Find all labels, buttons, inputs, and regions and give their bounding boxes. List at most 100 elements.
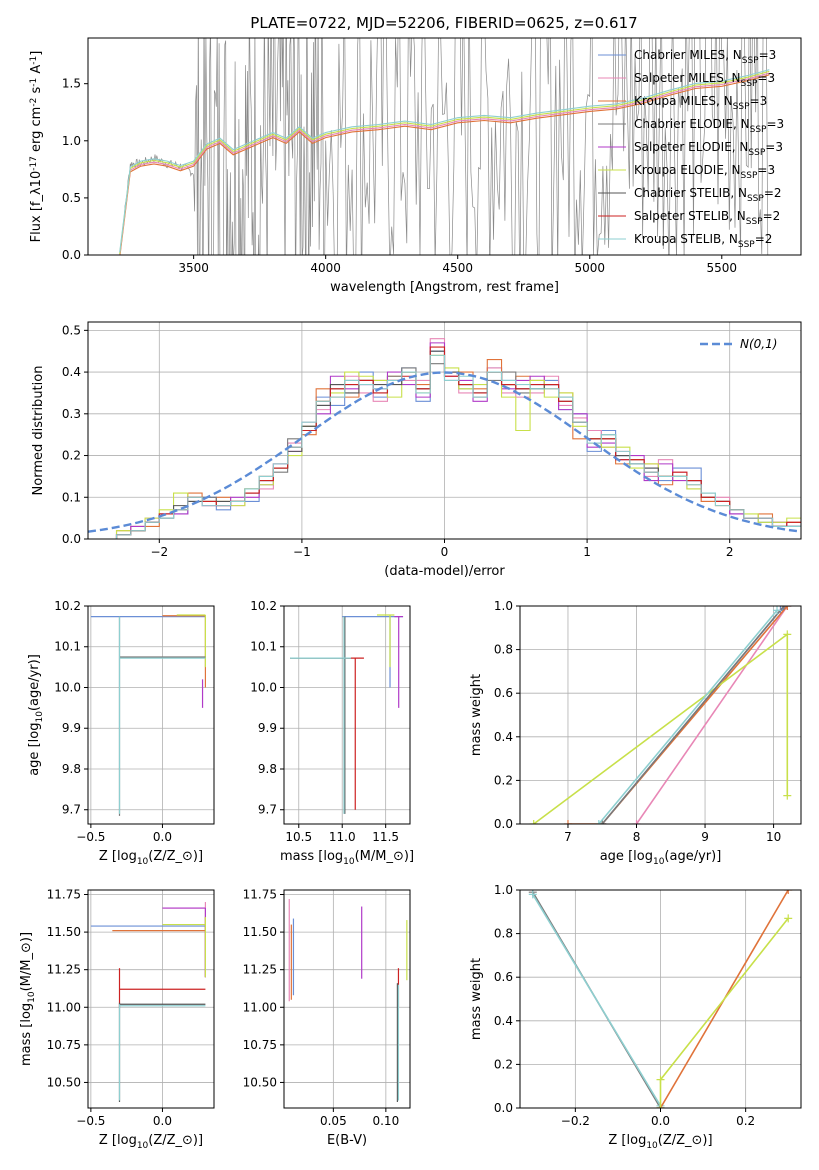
y-tick-label: 0.6 <box>494 970 513 984</box>
weight-line-kroupa_stelib <box>532 893 662 1107</box>
mass_vs_age-axes: 10.5 11.0 11.5 9.7 9.8 9.9 10.0 10.1 10.2 mass [l… <box>250 599 414 867</box>
y-tick-label: 1.5 <box>62 77 81 91</box>
x-tick-label: 4000 <box>310 261 341 275</box>
x-tick-label: 0.10 <box>372 1114 399 1128</box>
z_vs_mass-axes: −0.5 0.0 10.50 10.75 11.00 11.25 11.50 11.75 Z [… <box>19 888 215 1151</box>
z_vs_age-points <box>90 614 207 816</box>
y-tick-label: 0.5 <box>62 191 81 205</box>
y-tick-label: 0.2 <box>494 1057 513 1071</box>
y-tick-label: 1.0 <box>494 599 513 613</box>
x-tick-label: 0 <box>441 545 449 559</box>
weight-marker-kroupa_miles <box>563 820 572 824</box>
weight-marker-kroupa_elodie <box>656 1104 665 1108</box>
y-tick-label: 0.4 <box>494 730 513 744</box>
axes-frame <box>283 605 411 825</box>
y-tick-label: 10.1 <box>54 640 81 654</box>
weight-marker-kroupa_miles <box>784 890 793 894</box>
y-tick-label: 0.2 <box>62 449 81 463</box>
y-tick-label: 11.75 <box>243 888 277 902</box>
model-line-kroupa_stelib <box>119 69 770 253</box>
normal-curve <box>88 371 801 533</box>
y-tick-label: 0.6 <box>494 686 513 700</box>
legend-label: Kroupa MILES, NSSP=3 <box>634 94 767 112</box>
legend-label: Kroupa ELODIE, NSSP=3 <box>634 163 775 181</box>
ebv_vs_mass-axes: 0.05 0.10 10.50 10.75 11.00 11.25 11.50 11.75 E(… <box>243 888 411 1148</box>
y-axis-label: mass [log10(M/M_⊙)] <box>19 932 37 1066</box>
age_mass_weight-lines <box>529 606 792 824</box>
plots-layer: 3500 4000 4500 5000 5500 0.0 0.5 1.0 1.5 waveleng… <box>19 37 802 1151</box>
legend-label: Kroupa STELIB, NSSP=2 <box>634 232 772 250</box>
x-tick-label: −0.2 <box>561 1114 590 1128</box>
weight-line-chabrier_elodie <box>601 606 785 824</box>
legend-label: Salpeter STELIB, NSSP=2 <box>634 209 780 227</box>
y-tick-label: 9.8 <box>62 762 81 776</box>
x-tick-label: 10 <box>766 830 781 844</box>
y-tick-label: 10.2 <box>250 599 277 613</box>
y-tick-label: 10.75 <box>243 1038 277 1052</box>
y-axis-label: mass weight <box>469 958 484 1040</box>
x-tick-label: 0.0 <box>153 830 172 844</box>
x-tick-label: 4500 <box>442 261 473 275</box>
weight-marker-kroupa_stelib <box>773 606 782 615</box>
axes-frame <box>519 605 802 825</box>
x-axis-label: age [log10(age/yr)] <box>600 849 722 867</box>
x-tick-label: −0.5 <box>76 830 105 844</box>
axes-frame <box>87 321 802 540</box>
weight-marker-kroupa_stelib <box>528 890 537 899</box>
x-tick-label: 10.5 <box>285 830 312 844</box>
y-tick-label: 10.1 <box>250 640 277 654</box>
y-tick-label: 9.7 <box>258 803 277 817</box>
x-axis-label: Z [log10(Z/Z_⊙)] <box>608 1133 712 1151</box>
figure-title: PLATE=0722, MJD=52206, FIBERID=0625, z=0… <box>250 14 637 32</box>
x-tick-label: 11.5 <box>372 830 399 844</box>
z_mass_weight-axes: −0.2 0.0 0.2 0.0 0.2 0.4 0.6 0.8 1.0 Z [log10(Z/Z… <box>469 883 802 1151</box>
weight-line-kroupa_elodie <box>659 917 789 1108</box>
axes-frame <box>87 37 802 256</box>
y-tick-label: 0.0 <box>494 1101 513 1115</box>
legend-label: N(0,1) <box>740 337 777 351</box>
y-tick-label: 0.4 <box>62 365 81 379</box>
y-tick-label: 10.50 <box>243 1075 277 1089</box>
x-tick-label: 2 <box>726 545 734 559</box>
axes-frame <box>87 889 215 1109</box>
z_mass_weight-lines <box>528 890 793 1108</box>
weight-marker-kroupa_elodie <box>784 914 793 923</box>
weight-marker-kroupa_miles <box>783 606 792 610</box>
y-axis-label: mass weight <box>469 674 484 756</box>
weight-line-salpeter_miles <box>635 606 788 824</box>
y-axis-label: Normed distribution <box>31 366 46 496</box>
y-tick-label: 0.8 <box>494 643 513 657</box>
histogram-steps <box>88 338 801 539</box>
y-tick-label: 11.50 <box>47 925 81 939</box>
age_mass_weight-axes: 7 8 9 10 0.0 0.2 0.4 0.6 0.8 1.0 age [log10(age/yr… <box>469 599 802 867</box>
weight-marker-kroupa_elodie <box>783 791 792 800</box>
y-tick-label: 9.8 <box>258 762 277 776</box>
x-axis-label: Z [log10(Z/Z_⊙)] <box>99 849 203 867</box>
spectrum-lines <box>119 38 770 255</box>
weight-marker-chabrier_elodie <box>779 606 788 610</box>
y-tick-label: 9.9 <box>62 721 81 735</box>
x-tick-label: 7 <box>564 830 572 844</box>
y-tick-label: 1.0 <box>62 134 81 148</box>
weight-marker-kroupa_stelib <box>594 820 603 824</box>
ebv_vs_mass-points <box>288 899 408 1102</box>
normal-legend: N(0,1) <box>700 337 777 351</box>
y-tick-label: 9.9 <box>258 721 277 735</box>
y-tick-label: 0.0 <box>62 248 81 262</box>
y-tick-label: 0.1 <box>62 490 81 504</box>
x-tick-label: 11.0 <box>329 830 356 844</box>
y-tick-label: 0.3 <box>62 407 81 421</box>
x-tick-label: 5000 <box>574 261 605 275</box>
weight-marker-chabrier_elodie <box>598 820 607 824</box>
x-tick-label: −1 <box>293 545 311 559</box>
y-tick-label: 11.50 <box>243 925 277 939</box>
y-tick-label: 0.8 <box>494 927 513 941</box>
legend-label: Chabrier STELIB, NSSP=2 <box>634 186 782 204</box>
y-tick-label: 11.25 <box>243 963 277 977</box>
x-tick-label: 3500 <box>178 261 209 275</box>
x-tick-label: 9 <box>701 830 709 844</box>
model-line-kroupa_elodie <box>119 70 770 255</box>
z_vs_age-axes: −0.5 0.0 9.7 9.8 9.9 10.0 10.1 10.2 Z [log10(Z/Z… <box>27 599 215 867</box>
x-tick-label: 0.2 <box>736 1114 755 1128</box>
